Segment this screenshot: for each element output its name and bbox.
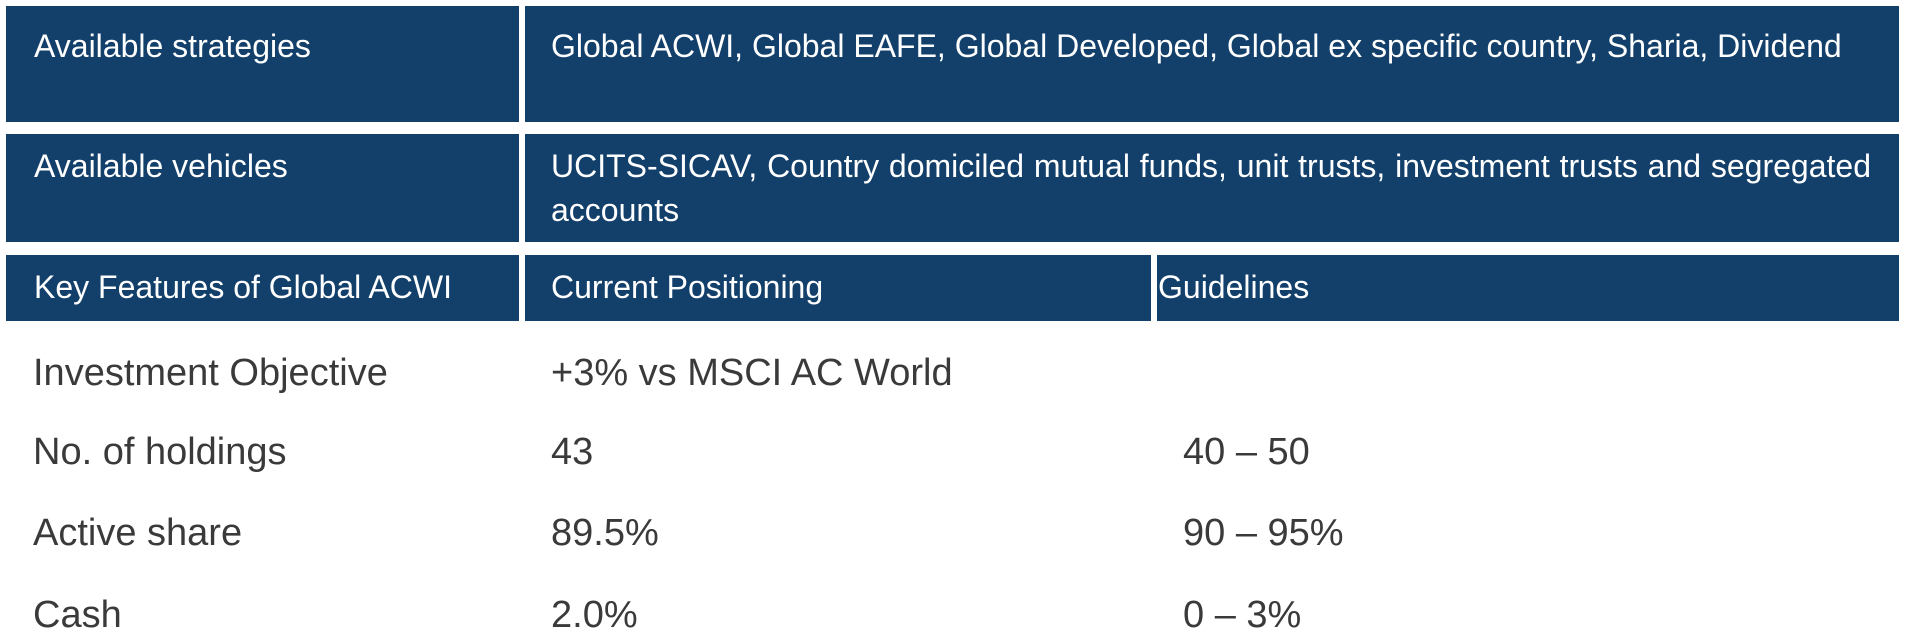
vehicles-value-cell: UCITS-SICAV, Country domiciled mutual fu… <box>525 134 1899 242</box>
row-current: 2.0% <box>551 594 638 636</box>
strategies-label-cell: Available strategies <box>6 6 519 122</box>
row-current: 43 <box>551 431 594 473</box>
header-current-cell: Current Positioning <box>525 255 1151 321</box>
vehicles-label-cell: Available vehicles <box>6 134 519 242</box>
header-feature-cell: Key Features of Global ACWI <box>6 255 519 321</box>
row-current: 89.5% <box>551 512 659 554</box>
row-guideline: 90 – 95% <box>1183 512 1344 554</box>
row-feature: Cash <box>33 594 122 636</box>
strategies-label: Available strategies <box>34 28 311 64</box>
vehicles-value: UCITS-SICAV, Country domiciled mutual fu… <box>551 148 1871 228</box>
row-current: +3% vs MSCI AC World <box>551 352 953 394</box>
header-current: Current Positioning <box>551 269 824 305</box>
strategies-value-cell: Global ACWI, Global EAFE, Global Develop… <box>525 6 1899 122</box>
row-guideline: 40 – 50 <box>1183 431 1310 473</box>
vehicles-label: Available vehicles <box>34 148 288 184</box>
row-guideline: 0 – 3% <box>1183 594 1302 636</box>
strategies-value: Global ACWI, Global EAFE, Global Develop… <box>551 28 1842 64</box>
row-feature: Active share <box>33 512 243 554</box>
header-guidelines: Guidelines <box>1158 269 1310 305</box>
row-feature: No. of holdings <box>33 431 287 473</box>
header-feature: Key Features of Global ACWI <box>34 269 452 305</box>
row-feature: Investment Objective <box>33 352 388 394</box>
header-guidelines-cell: Guidelines <box>1157 255 1899 321</box>
